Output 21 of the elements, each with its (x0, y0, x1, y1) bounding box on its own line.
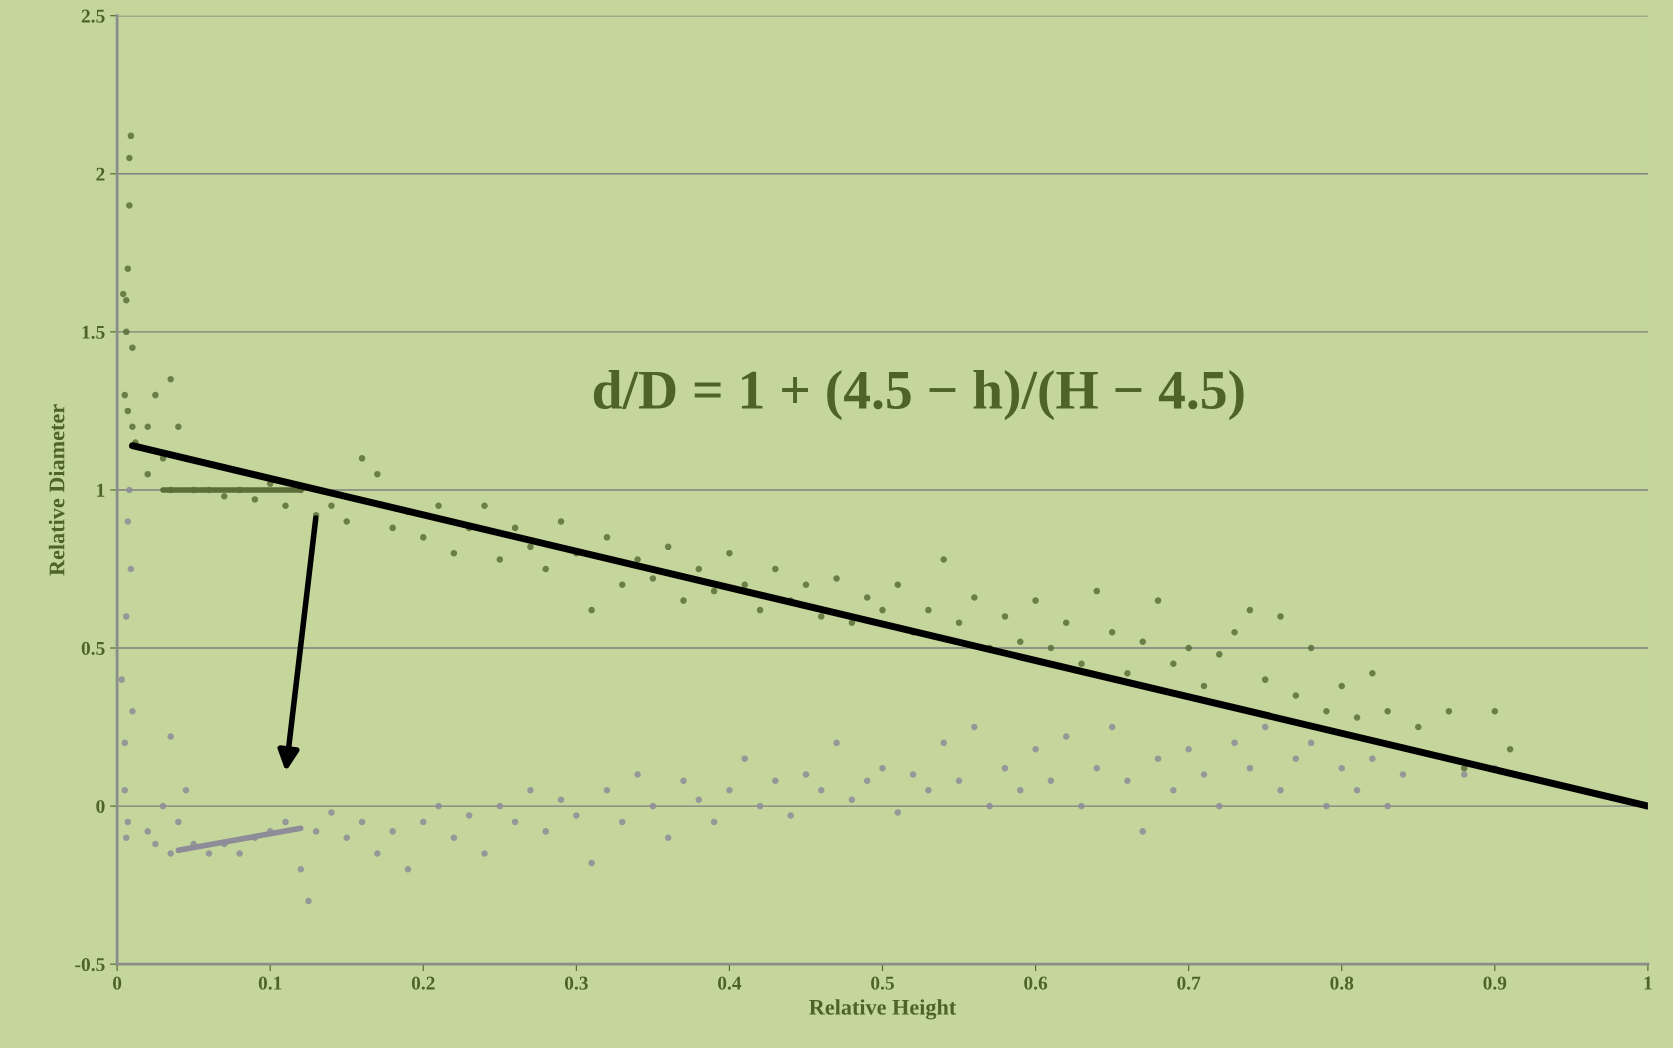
y-tick-label: 2.5 (81, 9, 105, 23)
x-tick-label: 0.7 (1177, 976, 1201, 990)
x-tick-label: 0.2 (411, 976, 435, 990)
y-tick-label: 2 (96, 167, 105, 181)
x-tick-label: 0.4 (718, 976, 742, 990)
x-tick-label: 0.8 (1330, 976, 1354, 990)
x-tick-label: 0.5 (871, 976, 894, 990)
y-tick-label: 1 (97, 483, 105, 497)
x-tick-label: 0.3 (564, 976, 588, 990)
x-tick-label: 0.6 (1024, 976, 1048, 990)
x-axis-title: Relative Height (809, 999, 957, 1020)
y-tick-label: 1.5 (82, 325, 105, 339)
y-axis-title: Relative Diameter (48, 404, 65, 576)
annotation: d/D = 1 + (4.5 − h)/(H − 4.5) (593, 369, 1244, 421)
x-tick-label: 0.9 (1483, 976, 1507, 990)
y-tick-label: -0.5 (75, 957, 105, 972)
y-tick-label: 0.5 (81, 641, 105, 656)
x-tick-label: 0 (112, 976, 122, 990)
x-tick-label: 0.1 (258, 976, 282, 990)
x-tick-label: 1 (1644, 976, 1652, 990)
y-tick-label: 0 (96, 799, 105, 814)
